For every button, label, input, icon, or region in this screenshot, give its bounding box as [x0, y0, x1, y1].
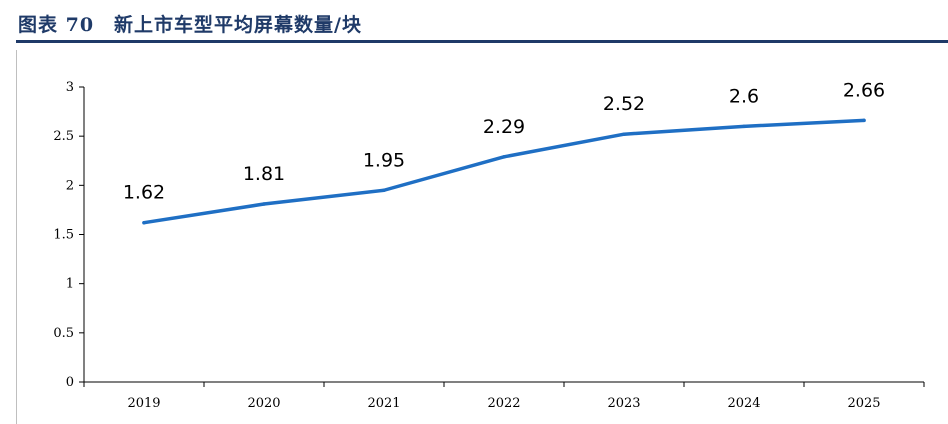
x-tick-label: 2024 [727, 396, 760, 411]
data-label: 2.52 [603, 93, 645, 115]
frame-border-left [16, 50, 17, 424]
data-point [142, 220, 146, 225]
y-tick-label: 3 [66, 80, 74, 95]
data-label: 2.6 [729, 85, 759, 107]
x-tick-label: 2020 [247, 396, 280, 411]
figure-title: 图表 70 新上市车型平均屏幕数量/块 [18, 14, 362, 36]
data-point [382, 188, 386, 192]
y-tick-label: 2 [66, 178, 74, 193]
data-point [862, 118, 866, 123]
y-tick-label: 1.5 [53, 228, 74, 243]
y-tick-label: 0 [66, 375, 74, 390]
chart-data-labels: 1.62 1.81 1.95 2.29 2.52 2.6 2.66 [123, 79, 885, 203]
figure-header: 图表 70 新上市车型平均屏幕数量/块 [0, 0, 948, 44]
data-point [622, 132, 626, 136]
y-tick-label: 1 [66, 277, 74, 292]
x-tick-label: 2021 [367, 396, 400, 411]
chart-series [142, 118, 866, 225]
data-point [502, 155, 506, 159]
data-label: 1.81 [243, 163, 285, 185]
y-tick-label: 0.5 [53, 326, 74, 341]
data-point [742, 124, 746, 129]
x-tick-label: 2023 [607, 396, 640, 411]
header-divider [16, 40, 948, 43]
data-label: 1.62 [123, 182, 165, 204]
data-label: 1.95 [363, 149, 405, 171]
x-tick-label: 2025 [847, 396, 880, 411]
chart-ticks: 0 0.5 1 1.5 2 2.5 3 2019 2020 2021 2022 2023 2024 202… [53, 80, 925, 411]
x-tick-label: 2022 [487, 396, 520, 411]
data-point [262, 202, 266, 206]
y-tick-label: 2.5 [53, 129, 74, 144]
data-label: 2.66 [843, 79, 885, 101]
x-tick-label: 2019 [127, 396, 160, 411]
data-label: 2.29 [483, 116, 525, 138]
